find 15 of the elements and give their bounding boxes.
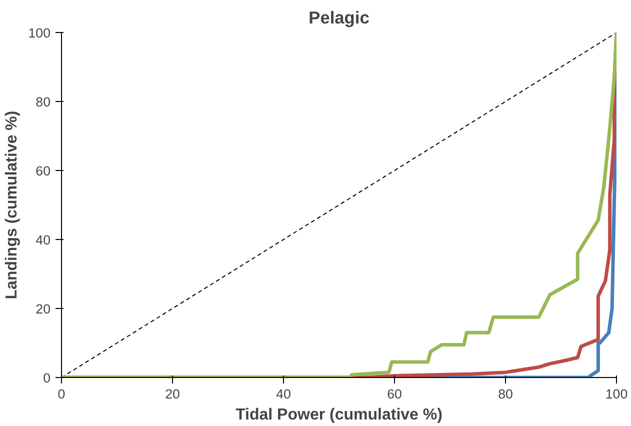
y-tick-label: 100 <box>28 26 51 40</box>
x-axis-title: Tidal Power (cumulative %) <box>236 406 442 424</box>
y-tick-label: 60 <box>36 164 51 178</box>
x-tick-label: 60 <box>387 386 402 402</box>
x-tick-label: 100 <box>605 386 628 402</box>
y-axis-title: Landings (cumulative %) <box>3 110 20 300</box>
y-tick-label: 80 <box>36 94 51 110</box>
chart-title: Pelagic <box>308 8 370 28</box>
x-tick-label: 80 <box>498 386 513 402</box>
y-tick-label: 0 <box>43 370 51 386</box>
y-tick-label: 40 <box>36 232 51 248</box>
y-tick-label: 20 <box>36 302 51 316</box>
x-tick-label: 0 <box>58 386 66 402</box>
x-tick-label: 20 <box>165 386 180 402</box>
x-tick-label: 40 <box>276 386 291 402</box>
